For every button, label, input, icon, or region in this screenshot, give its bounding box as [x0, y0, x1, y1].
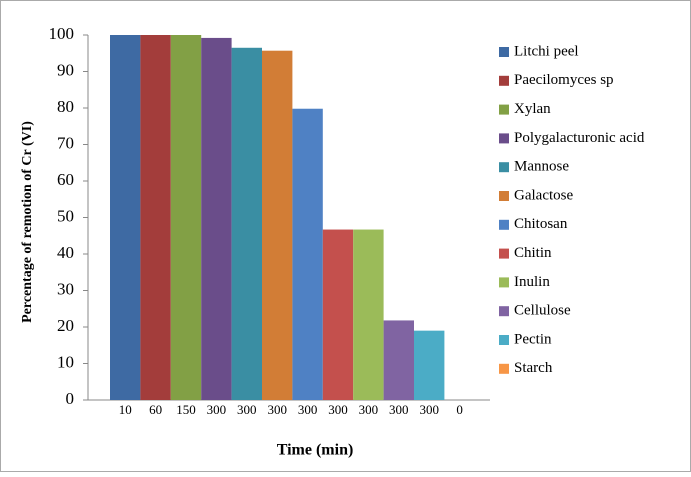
y-tick-label: 70 [57, 133, 74, 152]
x-tick-label: 300 [267, 402, 287, 417]
x-axis-title: Time (min) [277, 442, 354, 459]
x-tick-label: 300 [419, 402, 439, 417]
legend-swatch [499, 133, 509, 144]
legend-swatch [499, 363, 509, 374]
x-tick-label: 300 [298, 402, 318, 417]
bar [170, 35, 202, 400]
legend-swatch [499, 277, 509, 288]
bar [201, 37, 232, 401]
y-tick-label: 0 [66, 389, 75, 408]
legend-label: Chitosan [514, 216, 568, 232]
legend-label: Galactose [514, 187, 573, 203]
legend-swatch [499, 47, 509, 57]
bar [414, 330, 445, 400]
legend-label: Paecilomyces sp [514, 72, 614, 88]
legend-label: Chitin [514, 245, 552, 261]
y-tick-label: 60 [57, 170, 74, 189]
x-tick-label: 60 [149, 402, 162, 417]
legend-label: Mannose [514, 159, 569, 175]
y-tick-label: 100 [49, 24, 75, 43]
bar [140, 35, 171, 400]
y-tick-label: 90 [57, 60, 74, 79]
legend-swatch [499, 219, 509, 230]
bar [262, 50, 293, 400]
legend-swatch [499, 104, 509, 115]
x-tick-label: 150 [176, 402, 196, 417]
legend-swatch [499, 75, 509, 86]
legend-label: Pectin [514, 331, 552, 347]
legend-label: Inulin [514, 274, 550, 290]
bar [231, 47, 262, 401]
y-tick-label: 80 [57, 97, 74, 116]
legend-swatch [499, 306, 509, 317]
y-tick-label: 50 [57, 206, 74, 225]
x-tick-label: 300 [237, 402, 257, 417]
y-tick-label: 20 [57, 316, 74, 335]
legend-swatch [499, 162, 509, 173]
legend-label: Polygalacturonic acid [514, 130, 645, 146]
x-tick-label: 10 [119, 402, 132, 417]
x-tick-label: 300 [389, 402, 409, 417]
legend-label: Starch [514, 360, 553, 376]
x-tick-label: 300 [207, 402, 227, 417]
x-tick-label: 300 [328, 402, 348, 417]
legend-label: Litchi peel [514, 43, 579, 59]
legend-swatch [499, 248, 509, 259]
y-tick-label: 40 [57, 243, 74, 262]
bar [353, 229, 384, 400]
bar [383, 320, 414, 400]
x-tick-label: 300 [359, 402, 379, 417]
x-tick-label: 0 [456, 402, 463, 417]
legend-swatch [499, 335, 509, 345]
y-tick-label: 10 [57, 352, 74, 371]
bar [110, 35, 141, 400]
bar [292, 108, 323, 400]
legend-label: Xylan [514, 101, 551, 117]
legend-label: Cellulose [514, 303, 571, 319]
y-axis-title: Percentage of remotion of Cr (VI) [20, 121, 35, 323]
y-tick-label: 30 [57, 279, 74, 298]
legend-swatch [499, 191, 509, 201]
bar [322, 229, 354, 400]
